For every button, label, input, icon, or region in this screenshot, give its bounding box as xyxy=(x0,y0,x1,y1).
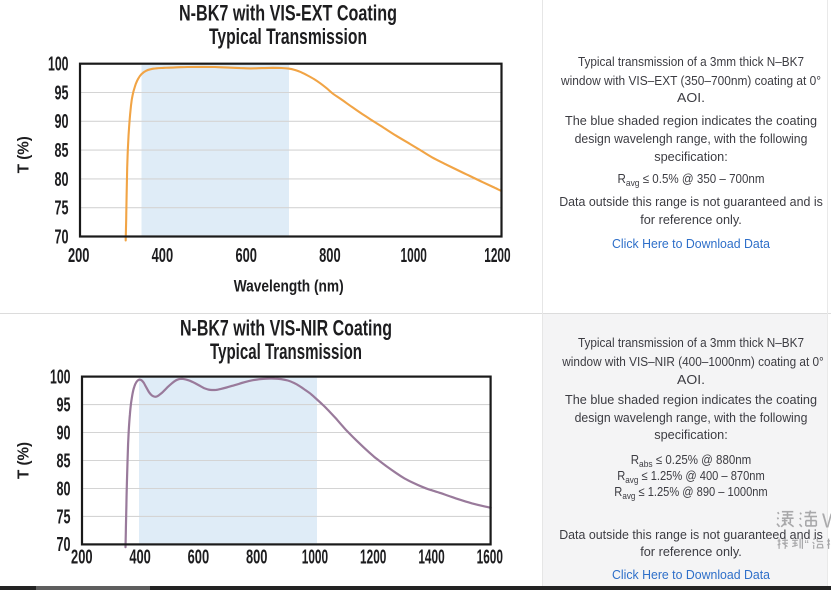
svg-text:“: “ xyxy=(805,537,809,552)
svg-text:70: 70 xyxy=(57,534,71,556)
svg-text:W: W xyxy=(822,511,831,533)
svg-text:800: 800 xyxy=(246,546,268,568)
svg-text:T (%): T (%) xyxy=(16,136,33,173)
svg-text:Typical Transmission: Typical Transmission xyxy=(209,24,367,49)
svg-text:100: 100 xyxy=(50,367,71,389)
svg-text:90: 90 xyxy=(55,111,69,133)
svg-text:200: 200 xyxy=(68,245,90,267)
svg-text:Typical Transmission: Typical Transmission xyxy=(210,339,362,364)
svg-text:200: 200 xyxy=(71,546,93,568)
svg-text:T (%): T (%) xyxy=(16,442,33,479)
svg-text:400: 400 xyxy=(129,546,151,568)
svg-text:1000: 1000 xyxy=(302,546,328,568)
svg-text:80: 80 xyxy=(57,478,71,500)
svg-text:90: 90 xyxy=(57,422,71,444)
svg-text:95: 95 xyxy=(57,394,71,416)
svg-text:600: 600 xyxy=(235,245,257,267)
svg-text:400: 400 xyxy=(152,245,174,267)
svg-text:75: 75 xyxy=(55,198,69,220)
svg-text:N-BK7 with VIS-EXT Coating: N-BK7 with VIS-EXT Coating xyxy=(179,1,397,26)
svg-text:Wavelength (nm): Wavelength (nm) xyxy=(234,276,344,295)
svg-text:1600: 1600 xyxy=(477,546,503,568)
svg-text:N-BK7 with VIS-NIR Coating: N-BK7 with VIS-NIR Coating xyxy=(180,316,392,341)
svg-text:1200: 1200 xyxy=(484,245,510,267)
svg-text:80: 80 xyxy=(55,169,69,191)
svg-text:100: 100 xyxy=(48,54,69,76)
svg-text:75: 75 xyxy=(57,506,71,528)
svg-text:600: 600 xyxy=(188,546,210,568)
svg-text:1400: 1400 xyxy=(418,546,444,568)
svg-text:85: 85 xyxy=(55,140,69,162)
svg-text:95: 95 xyxy=(55,82,69,104)
svg-text:1200: 1200 xyxy=(360,546,386,568)
svg-text:800: 800 xyxy=(319,245,341,267)
svg-text:70: 70 xyxy=(55,226,69,248)
svg-text:1000: 1000 xyxy=(401,245,427,267)
svg-text:85: 85 xyxy=(57,450,71,472)
